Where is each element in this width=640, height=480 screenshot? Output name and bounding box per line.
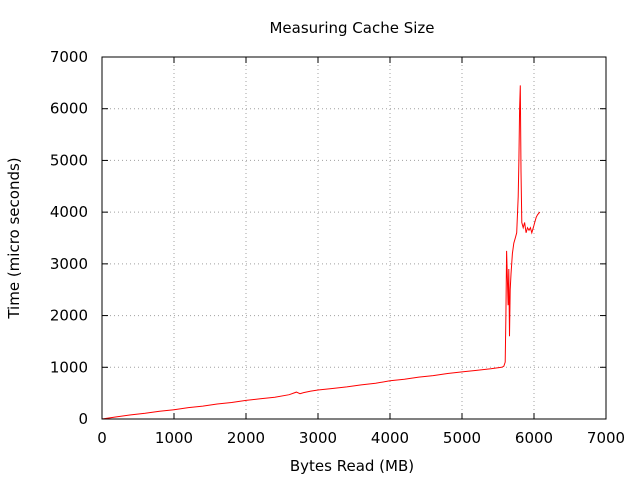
x-axis-ticks: 0 1000 2000 3000 4000 5000 6000 7000 bbox=[97, 57, 625, 447]
x-tick-label: 0 bbox=[97, 429, 107, 447]
y-tick-label: 3000 bbox=[50, 255, 88, 273]
x-tick-label: 5000 bbox=[443, 429, 481, 447]
x-tick-label: 1000 bbox=[155, 429, 193, 447]
chart-title: Measuring Cache Size bbox=[269, 19, 434, 37]
x-tick-label: 6000 bbox=[515, 429, 553, 447]
y-axis-label: Time (micro seconds) bbox=[5, 157, 23, 319]
x-tick-label: 4000 bbox=[371, 429, 409, 447]
y-tick-label: 7000 bbox=[50, 48, 88, 66]
y-tick-label: 0 bbox=[78, 410, 88, 428]
y-axis-ticks: 0 1000 2000 3000 4000 5000 6000 7000 bbox=[50, 48, 606, 428]
plot-frame bbox=[101, 56, 607, 420]
y-tick-label: 5000 bbox=[50, 151, 88, 169]
y-tick-label: 2000 bbox=[50, 307, 88, 325]
series-line bbox=[101, 85, 541, 420]
y-tick-label: 4000 bbox=[50, 203, 88, 221]
y-tick-label: 6000 bbox=[50, 100, 88, 118]
grid-lines bbox=[102, 57, 606, 419]
x-tick-label: 7000 bbox=[587, 429, 625, 447]
x-axis-label: Bytes Read (MB) bbox=[290, 457, 414, 475]
x-tick-label: 2000 bbox=[227, 429, 265, 447]
y-tick-label: 1000 bbox=[50, 358, 88, 376]
x-tick-label: 3000 bbox=[299, 429, 337, 447]
